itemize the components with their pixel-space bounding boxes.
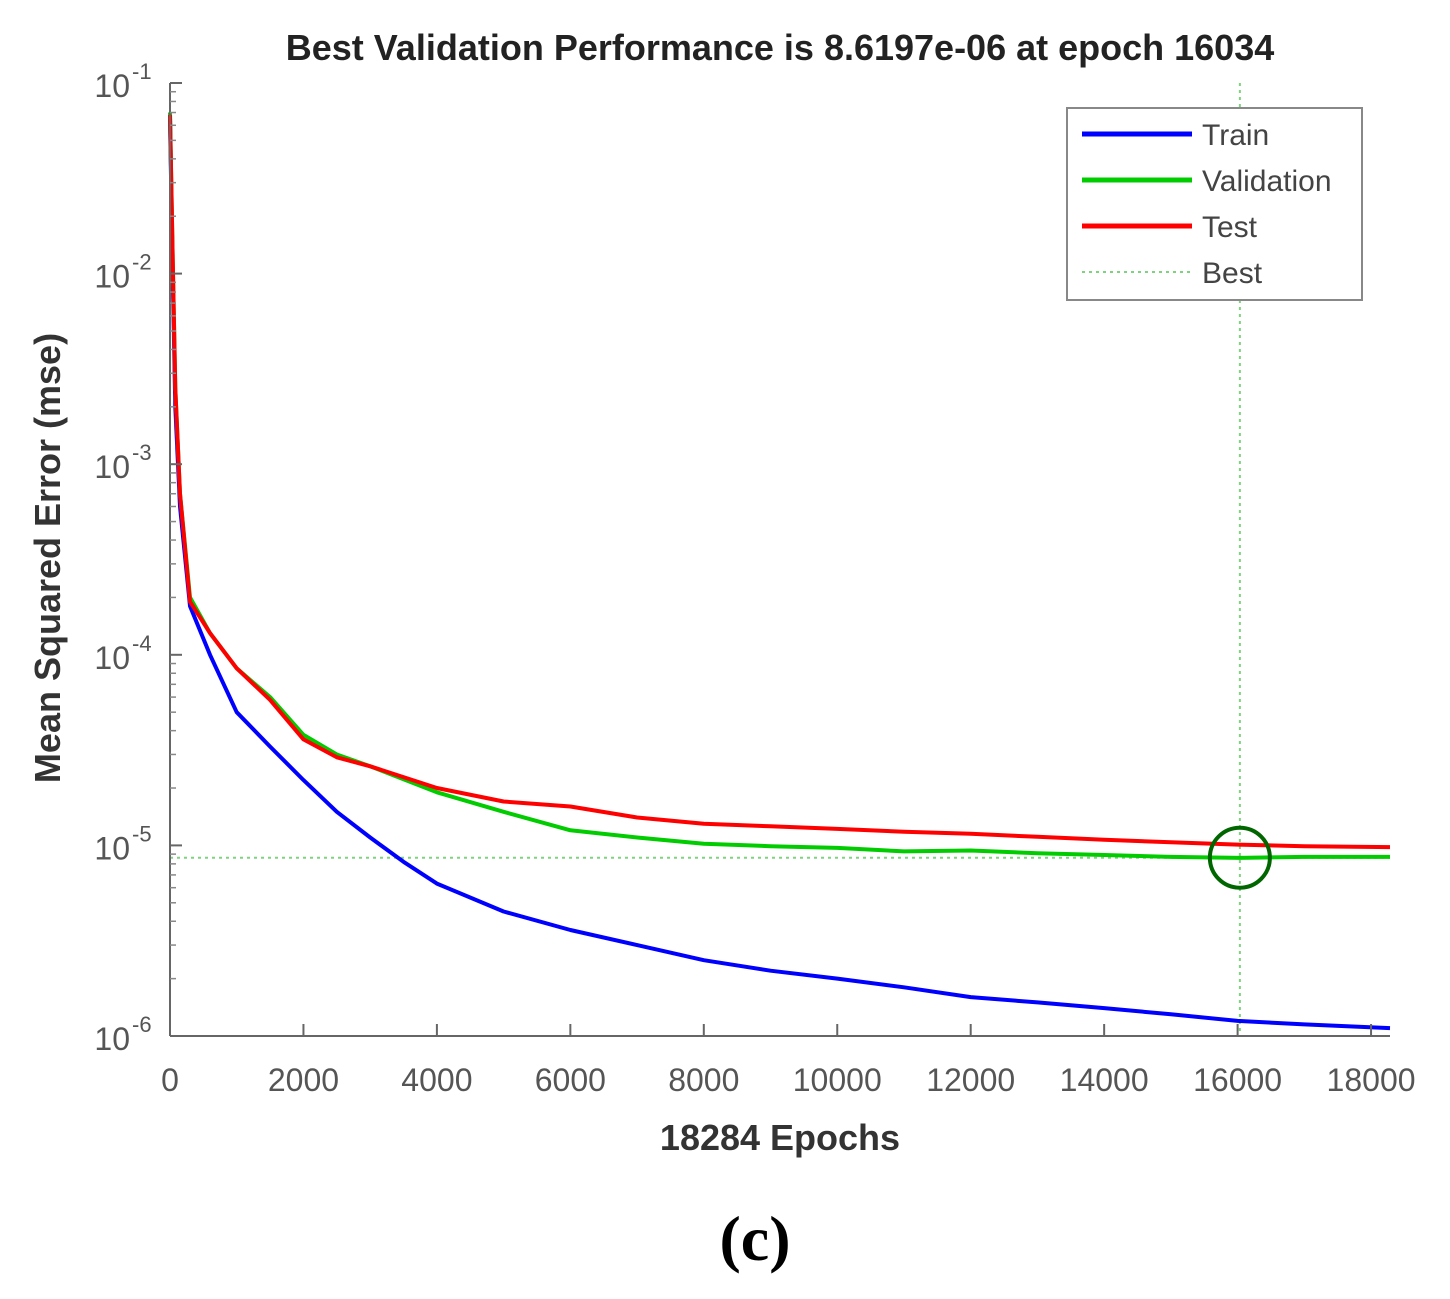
legend-label-best: Best <box>1202 257 1263 290</box>
series-lines <box>168 112 1391 1031</box>
x-tick-label: 8000 <box>668 1062 739 1098</box>
legend-label-train: Train <box>1202 119 1269 152</box>
y-axis-label: Mean Squared Error (mse) <box>27 333 68 783</box>
y-tick-exponent: -3 <box>132 440 152 465</box>
y-tick-label: 10 <box>94 640 130 676</box>
y-tick-label: 10 <box>94 1021 130 1057</box>
legend-label-test: Test <box>1202 211 1258 244</box>
y-tick-exponent: -6 <box>132 1012 152 1037</box>
x-tick-label: 0 <box>161 1062 179 1098</box>
y-tick-label: 10 <box>94 68 130 104</box>
x-tick-label: 4000 <box>401 1062 472 1098</box>
y-tick-exponent: -5 <box>132 821 152 846</box>
series-line-train <box>168 118 1391 1031</box>
y-tick-exponent: -4 <box>132 631 152 656</box>
x-axis-label: 18284 Epochs <box>660 1117 900 1158</box>
x-tick-label: 16000 <box>1193 1062 1282 1098</box>
best-marker-circle <box>1207 825 1272 890</box>
best-marker-layer <box>1207 825 1272 890</box>
legend-label-validation: Validation <box>1202 165 1332 198</box>
figure-caption: (c) <box>719 1203 790 1274</box>
y-tick-exponent: -1 <box>132 59 152 84</box>
legend: Train Validation Test Best <box>1066 107 1363 301</box>
legend-box <box>1066 107 1363 301</box>
y-tick-label: 10 <box>94 259 130 295</box>
x-tick-label: 6000 <box>535 1062 606 1098</box>
axes: 0 2000 4000 6000 8000 10000 12000 14000 16000 180… <box>94 59 1415 1098</box>
x-tick-label: 10000 <box>793 1062 882 1098</box>
x-tick-label: 14000 <box>1060 1062 1149 1098</box>
y-tick-exponent: -2 <box>132 250 152 275</box>
x-tick-label: 2000 <box>268 1062 339 1098</box>
series-line-test <box>168 114 1391 850</box>
chart-title: Best Validation Performance is 8.6197e-0… <box>286 27 1275 68</box>
x-tick-label: 12000 <box>926 1062 1015 1098</box>
y-tick-label: 10 <box>94 830 130 866</box>
legend-items: Train Validation Test Best <box>1082 119 1332 290</box>
x-tick-label: 18000 <box>1327 1062 1416 1098</box>
y-tick-label: 10 <box>94 449 130 485</box>
